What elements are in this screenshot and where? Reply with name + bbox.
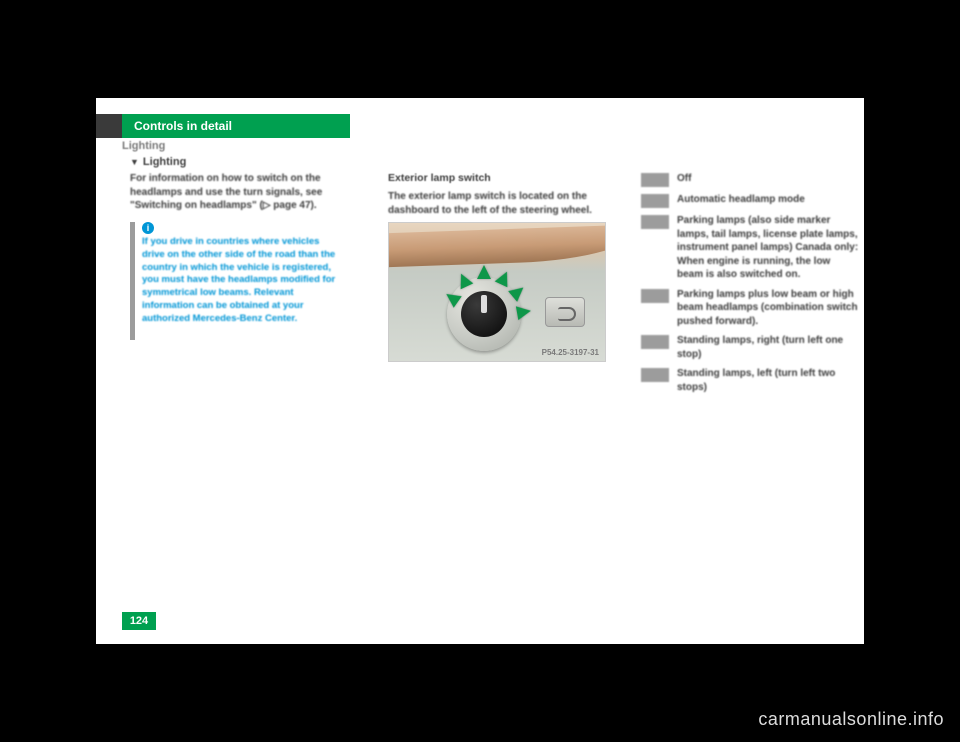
watermark: carmanualsonline.info [758,709,944,730]
section-header: Controls in detail [122,114,350,138]
fog-lamp-button [545,297,585,327]
info-icon: i [142,222,154,234]
legend-item: Automatic headlamp mode [641,193,859,208]
note-text: If you drive in countries where vehicles… [142,236,342,326]
legend-text: Parking lamps plus low beam or high beam… [677,288,859,329]
photo-reference-label: P54.25-3197-31 [542,348,599,357]
page-number: 124 [122,612,156,630]
arrow-icon [477,265,491,279]
dashboard-trim [388,224,606,267]
manual-page: Controls in detail Lighting Lighting For… [96,98,864,644]
legend-symbol [641,173,669,187]
subheading: Lighting [122,140,165,152]
legend-symbol [641,289,669,303]
legend-symbol [641,215,669,229]
legend-item: Parking lamps plus low beam or high beam… [641,288,859,329]
legend-text: Standing lamps, left (turn left two stop… [677,367,859,394]
legend-item: Off [641,172,859,187]
legend-symbol [641,368,669,382]
column2-text: The exterior lamp switch is located on t… [388,190,606,217]
legend-text: Parking lamps (also side marker lamps, t… [677,214,859,282]
exterior-lamp-switch-photo: P54.25-3197-31 [388,222,606,362]
subsection-title: Lighting [130,156,186,168]
legend-item: Parking lamps (also side marker lamps, t… [641,214,859,282]
section-tab [96,114,122,138]
legend-text: Off [677,172,859,187]
legend-text: Automatic headlamp mode [677,193,859,208]
legend-text: Standing lamps, right (turn left one sto… [677,334,859,361]
legend-item: Standing lamps, right (turn left one sto… [641,334,859,361]
note-bar [130,222,135,340]
rotary-knob [461,291,507,337]
legend-symbol [641,335,669,349]
legend-item: Standing lamps, left (turn left two stop… [641,367,859,394]
switch-legend: Off Automatic headlamp mode Parking lamp… [641,172,859,400]
intro-paragraph: For information on how to switch on the … [130,172,340,213]
column2-heading: Exterior lamp switch [388,172,491,184]
legend-symbol [641,194,669,208]
arrow-icon [516,304,532,320]
